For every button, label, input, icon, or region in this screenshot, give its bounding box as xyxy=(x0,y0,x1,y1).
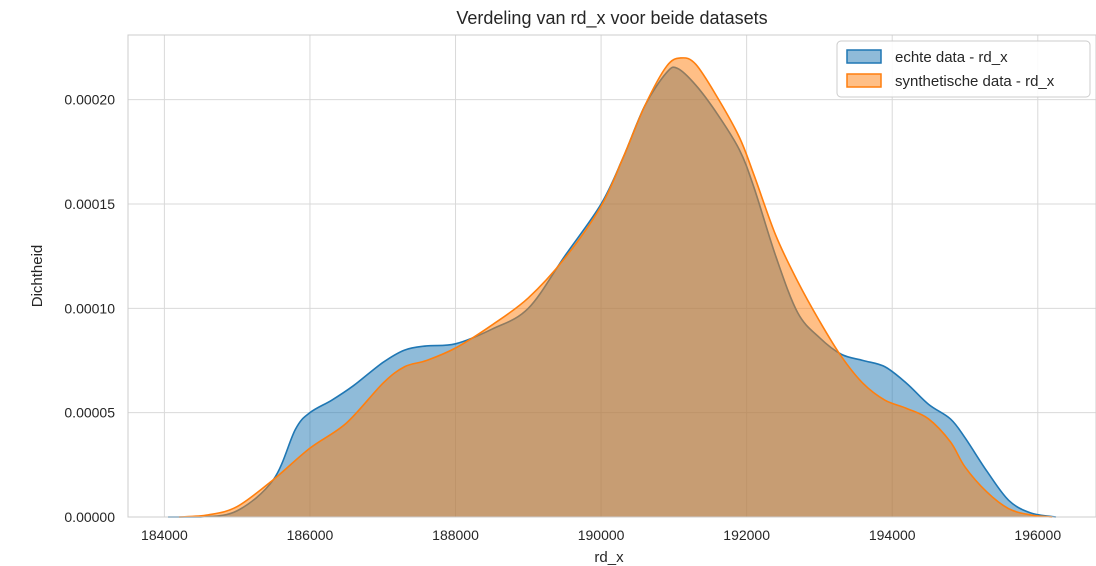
x-tick-label: 186000 xyxy=(287,527,334,543)
y-tick-label: 0.00000 xyxy=(64,509,115,525)
x-tick-label: 190000 xyxy=(578,527,625,543)
x-tick-label: 192000 xyxy=(723,527,770,543)
x-tick-label: 196000 xyxy=(1014,527,1061,543)
series-2-line xyxy=(178,57,1053,518)
y-tick-label: 0.00020 xyxy=(64,92,115,108)
plot-area-frame xyxy=(127,34,1096,518)
x-axis-title: rd_x xyxy=(594,549,624,566)
legend-box xyxy=(836,40,1091,98)
y-axis-ticks: 0.00000 0.00005 0.00010 0.00015 0.00020 xyxy=(64,92,115,525)
x-tick-label: 184000 xyxy=(141,527,188,543)
legend-label: echte data - rd_x xyxy=(895,49,1008,66)
y-tick-label: 0.00005 xyxy=(64,405,115,421)
legend-swatch xyxy=(846,49,882,64)
x-axis-ticks: 184000 186000 188000 190000 192000 194000 1960… xyxy=(141,527,1061,543)
x-tick-label: 188000 xyxy=(432,527,479,543)
legend-swatch xyxy=(846,73,882,88)
legend: echte data - rd_x synthetische data - rd_… xyxy=(836,40,1091,98)
chart-title: Verdeling van rd_x voor beide datasets xyxy=(456,8,767,29)
y-axis-title: Dichtheid xyxy=(29,245,46,308)
x-tick-label: 194000 xyxy=(869,527,916,543)
y-tick-label: 0.00010 xyxy=(64,300,115,316)
series-2-fill xyxy=(178,57,1053,518)
y-tick-label: 0.00015 xyxy=(64,196,115,212)
legend-label: synthetische data - rd_x xyxy=(895,73,1055,90)
density-areas xyxy=(168,57,1057,518)
